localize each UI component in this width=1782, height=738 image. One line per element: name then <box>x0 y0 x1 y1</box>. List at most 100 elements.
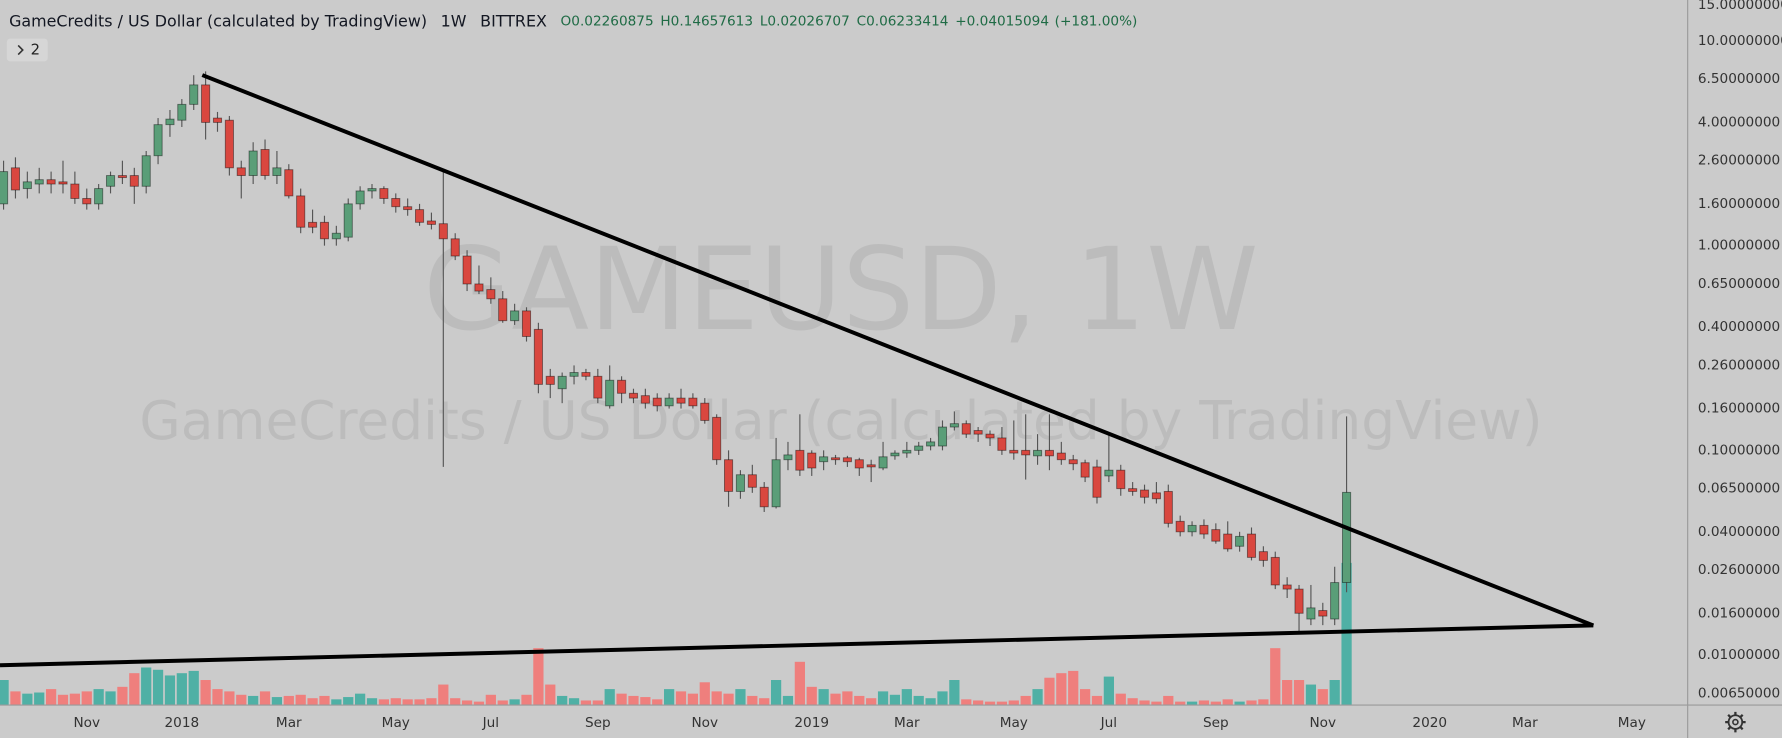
candle-body <box>521 310 532 337</box>
interval: 1W <box>441 11 467 30</box>
candle-body <box>1270 556 1280 586</box>
volume-bar <box>1056 673 1067 706</box>
candle-body <box>319 221 330 240</box>
y-tick-label: 15.00000000 <box>1698 0 1782 13</box>
volume-bar <box>509 699 520 706</box>
volume-bar <box>1305 684 1317 706</box>
volume-bar <box>378 699 390 706</box>
settings-icon[interactable] <box>1725 711 1746 733</box>
toggle-box[interactable] <box>6 38 48 62</box>
candle-body <box>949 423 959 428</box>
volume-bar <box>1198 700 1210 706</box>
axes: 15.00000000 10.00000000 6.50000000 4.000000… <box>73 0 1782 731</box>
volume-bar <box>580 700 592 706</box>
volume-bar <box>366 698 378 706</box>
close-value: 0.06233414 <box>866 14 948 30</box>
candle-body <box>367 188 377 192</box>
candle-body <box>1211 529 1221 542</box>
candle-body <box>1128 488 1138 492</box>
volume-bar <box>806 686 817 706</box>
exchange: BITTREX <box>480 11 547 30</box>
volume-bar <box>1020 695 1031 706</box>
volume-bar <box>212 689 223 706</box>
volume-bar <box>10 691 21 706</box>
volume-bar <box>1210 701 1221 706</box>
volume-bar <box>877 691 889 706</box>
symbol-title: GameCredits / US Dollar (calculated by T… <box>9 11 427 30</box>
candle-body <box>189 84 199 105</box>
candle-body <box>1044 449 1054 457</box>
candle-body <box>153 124 163 157</box>
candle-body <box>830 457 841 461</box>
candle-body <box>1092 466 1102 498</box>
volume-bar <box>1115 693 1126 706</box>
volume-bar <box>687 693 699 706</box>
volume-bar <box>901 689 912 706</box>
volume-bar <box>913 695 924 706</box>
volume-bar <box>473 701 485 706</box>
candle-body <box>510 310 520 322</box>
candle-body <box>926 441 936 447</box>
candle-body <box>177 103 187 121</box>
candle-body <box>1199 524 1209 535</box>
volume-bar <box>1079 689 1091 706</box>
candle-body <box>82 198 92 205</box>
volume-bar <box>34 692 45 706</box>
candle-body <box>759 486 769 508</box>
volume-bar <box>533 648 544 706</box>
volume-bar <box>117 686 128 706</box>
volume-bar <box>200 680 211 706</box>
candle-body <box>807 452 817 469</box>
x-tick-label: May <box>1618 715 1646 731</box>
candle-body <box>866 464 876 468</box>
volume-bar <box>331 699 342 706</box>
candle-body <box>569 372 579 377</box>
y-tick-label: 0.00650000 <box>1698 685 1780 701</box>
candle-body <box>379 188 389 199</box>
x-tick-label: Jul <box>482 715 499 731</box>
volume-bar <box>866 698 877 706</box>
candle-body <box>652 397 662 407</box>
candle-body <box>1021 449 1031 456</box>
high-value: 0.14657613 <box>671 14 753 30</box>
y-tick-label: 4.00000000 <box>1698 114 1780 130</box>
chevron-icon <box>17 44 24 56</box>
candle-body <box>961 423 971 435</box>
candle-body <box>462 255 472 285</box>
volume-bar <box>1246 700 1257 706</box>
y-tick-label: 1.60000000 <box>1698 196 1780 212</box>
x-tick-label: Nov <box>691 715 718 731</box>
y-tick-label: 6.50000000 <box>1698 71 1780 87</box>
x-tick-label: Mar <box>1512 715 1538 731</box>
open-value: 0.02260875 <box>571 14 653 30</box>
volume-bar <box>81 691 92 706</box>
y-tick-label: 0.01600000 <box>1698 605 1780 621</box>
volume-bar <box>1258 699 1269 706</box>
candle-body <box>902 449 912 454</box>
candle-body <box>854 459 864 469</box>
volume-bar <box>1032 689 1043 706</box>
volume-bar <box>271 697 283 706</box>
candle-body <box>129 175 139 187</box>
trendline-lower[interactable] <box>0 623 1594 668</box>
volume-bar <box>996 701 1008 706</box>
y-tick-label: 0.06500000 <box>1698 481 1780 497</box>
candle-body <box>260 149 270 177</box>
x-tick-label: 2018 <box>165 715 200 731</box>
volume-bar <box>45 689 57 706</box>
volume-bar <box>1091 695 1103 706</box>
candle-body <box>1246 533 1257 558</box>
volume-bar <box>188 670 199 706</box>
indicator-toggle[interactable]: 2 <box>6 38 48 62</box>
volume-bar <box>1234 701 1245 706</box>
candle-body <box>842 457 852 463</box>
candle-body <box>724 459 734 492</box>
candle-body <box>450 238 460 257</box>
volume-bar <box>723 693 734 706</box>
volume-bar <box>176 673 187 706</box>
trendline-upper[interactable] <box>201 73 1595 628</box>
volume-bar <box>854 695 865 706</box>
candle-body <box>1068 459 1078 465</box>
volume-bar <box>889 694 901 706</box>
